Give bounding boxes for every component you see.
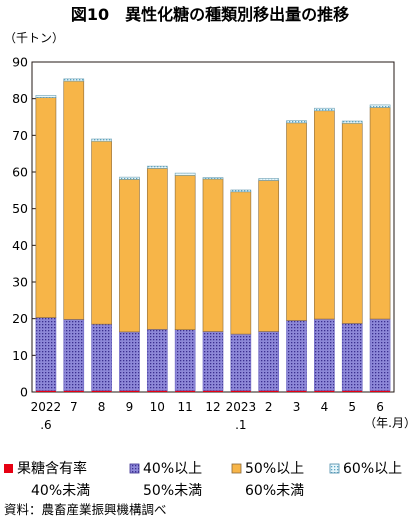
y-tick-label: 60 [12,165,28,180]
bar-segment-3 [202,178,224,332]
x-tick-label: 6 [376,400,384,414]
legend-label: 60%以上 [343,461,402,477]
bar-segment-2 [314,318,335,391]
bar-segment-2 [258,331,280,391]
x-tick-label: 10 [150,400,165,414]
x-tick-label: 7 [70,400,78,414]
y-tick-label: 0 [20,385,28,400]
source-note: 資料：農畜産業振興機構調べ [4,502,167,517]
bar-segment-3 [146,168,168,330]
bar-segment-1 [370,390,391,392]
x-tick-label: 8 [98,400,106,414]
x-axis: 2022 .6 7 8 9 10 11 12 2023 .1 2 3 4 5 6 [31,400,384,432]
bar-segment-3 [314,110,335,320]
bar-segment-4 [202,177,224,180]
y-axis-unit-label: （千トン） [4,31,64,45]
y-tick-label: 40 [12,238,28,253]
bar-segment-2 [63,319,85,391]
y-tick-label: 80 [12,91,28,106]
bar-segment-3 [63,80,85,320]
bar-segment-1 [175,390,196,392]
bar-segment-2 [369,318,391,391]
x-tick-label: 2022 [31,400,62,414]
bar-segment-3 [119,179,140,333]
x-tick-label: 2 [265,400,273,414]
x-tick-label: 5 [348,400,356,414]
bar-segment-3 [91,140,112,325]
bar-segment-1 [342,390,363,392]
bar-segment-1 [63,390,84,392]
bar-segment-1 [202,390,224,392]
bar-segment-3 [286,122,307,321]
x-tick-label: 11 [178,400,193,414]
y-tick-label: 20 [12,311,28,326]
bar-segment-4 [286,120,307,124]
bar-segment-4 [341,120,363,124]
x-tick-label: 12 [205,400,220,414]
bar-segment-1 [314,390,335,392]
legend-label-sub: 40%未満 [31,483,90,499]
legend-label: 50%以上 [245,461,304,477]
x-tick-label-sub: .6 [40,418,51,432]
legend-swatch-2 [129,463,140,474]
bar-segment-3 [174,175,196,330]
bar-segment-1 [119,390,140,392]
legend-swatch-1 [4,464,13,473]
legend-label: 40%以上 [143,461,202,477]
x-tick-label: 3 [293,400,301,414]
x-tick-label: 2023 [226,400,257,414]
bar-segment-4 [119,176,140,180]
legend-swatch-3 [231,463,242,474]
bar-segment-1 [230,390,251,392]
bar-segment-1 [91,390,112,392]
y-tick-label: 30 [12,275,28,290]
bar-segment-1 [147,390,168,392]
legend: 果糖含有率 40%未満 40%以上 50%未満 50%以上 60%未満 60%以上 [4,460,402,499]
bar-segment-2 [35,317,57,391]
bar-segment-2 [202,331,224,391]
bar-segment-4 [258,178,280,181]
bar-segment-1 [35,390,56,392]
x-tick-label-sub: .1 [235,418,246,432]
chart-title: 図10 異性化糖の種類別移出量の推移 [71,5,349,24]
bar-segment-3 [258,180,280,332]
x-tick-label: 9 [126,400,134,414]
bar-segment-4 [146,165,168,169]
bar-segment-4 [174,172,196,176]
bar-segment-2 [230,333,252,391]
bars [35,78,391,392]
y-tick-label: 70 [12,128,28,143]
legend-label: 果糖含有率 [17,460,87,477]
x-tick-label: 4 [321,400,329,414]
bar-segment-1 [286,390,307,392]
bar-segment-2 [174,329,196,391]
y-axis: 0 10 20 30 40 50 60 70 80 90 [12,55,37,400]
bar-segment-2 [286,320,307,391]
bar-segment-4 [369,104,391,108]
bar-segment-1 [258,390,279,392]
bar-segment-3 [369,107,391,320]
bar-segment-4 [230,189,252,193]
x-axis-unit-label: （年.月） [364,416,416,430]
bar-segment-2 [341,323,363,391]
bar-segment-4 [91,138,112,142]
bar-segment-4 [35,95,57,98]
bar-segment-4 [314,107,335,112]
bar-segment-3 [230,191,252,335]
y-tick-label: 90 [12,55,28,70]
bar-segment-2 [119,331,140,391]
legend-label-sub: 50%未満 [143,483,202,499]
bar-segment-3 [35,97,57,318]
bar-segment-2 [146,328,168,391]
legend-label-sub: 60%未満 [245,483,304,499]
legend-swatch-4 [329,463,340,474]
y-tick-label: 50 [12,201,28,216]
bar-segment-4 [63,78,85,82]
bar-segment-2 [91,323,112,391]
bar-segment-3 [341,122,363,324]
y-tick-label: 10 [12,348,28,363]
